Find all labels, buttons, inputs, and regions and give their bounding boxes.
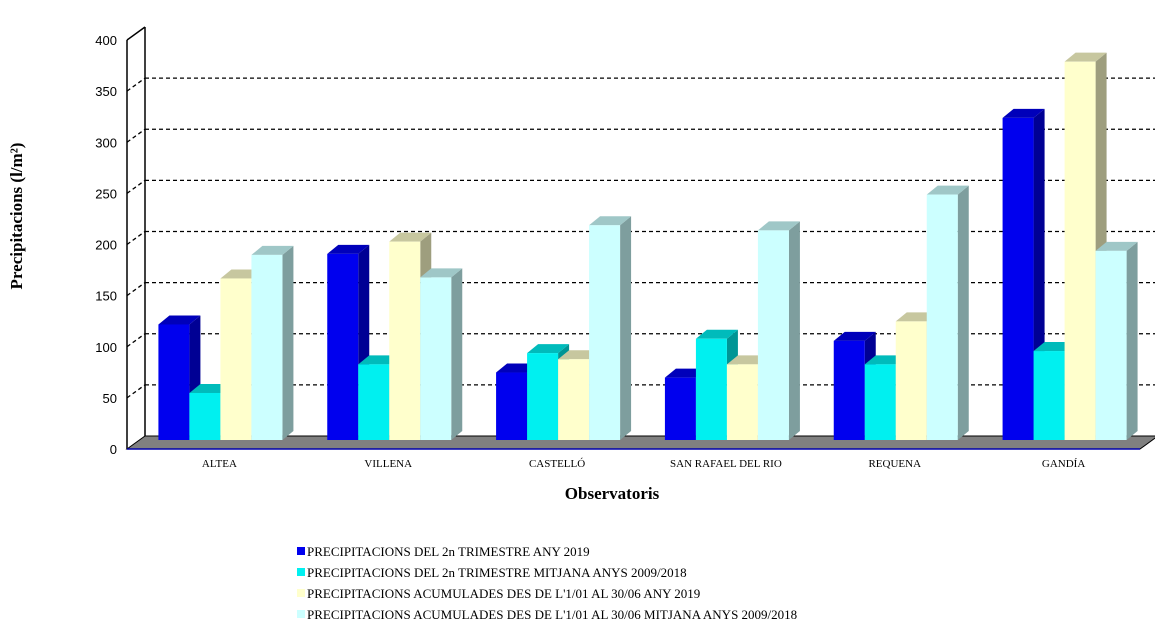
legend-swatch — [297, 610, 305, 618]
bar-top — [327, 244, 370, 254]
bar-front — [389, 241, 421, 440]
y-tick-label: 100 — [95, 340, 117, 355]
legend-item: PRECIPITACIONS ACUMULADES DES DE L'1/01 … — [297, 586, 700, 601]
bar-top — [926, 185, 969, 195]
chart-back-walls — [126, 26, 146, 436]
bar — [1095, 241, 1138, 440]
y-axis-label: Precipitacions (l/m²) — [7, 143, 26, 290]
x-tick-labels: ALTEA VILLENA CASTELLÓ SAN RAFAEL DEL RIO RE… — [202, 458, 1085, 470]
x-tick-label: VILLENA — [364, 458, 412, 470]
bar-side — [1126, 241, 1138, 440]
y-tick-label: 50 — [103, 391, 117, 406]
bars — [158, 52, 1138, 441]
bar-side — [282, 245, 294, 440]
bar-front — [189, 392, 221, 440]
bar — [158, 315, 201, 440]
gridline-side — [126, 282, 146, 297]
gridline-side — [126, 128, 146, 143]
legend-label: PRECIPITACIONS DEL 2n TRIMESTRE ANY 2019 — [307, 544, 590, 559]
bar-front — [895, 321, 927, 440]
legend-swatch — [297, 547, 305, 555]
bar-top — [420, 268, 463, 278]
bar-front — [158, 324, 190, 440]
side-wall-top-edge — [126, 26, 146, 41]
bar-front — [220, 278, 252, 440]
legend: PRECIPITACIONS DEL 2n TRIMESTRE ANY 2019… — [297, 544, 797, 622]
bar-top — [1095, 241, 1138, 251]
bar-front — [664, 377, 696, 440]
legend-label: PRECIPITACIONS ACUMULADES DES DE L'1/01 … — [307, 607, 797, 622]
bar-front — [726, 364, 758, 440]
bar-front — [327, 253, 359, 440]
gridline-side — [126, 77, 146, 92]
bar-front — [1033, 351, 1065, 440]
gridlines — [126, 77, 1155, 399]
bar-front — [527, 353, 559, 440]
x-axis-label: Observatoris — [565, 484, 660, 503]
bar-front — [1095, 250, 1127, 440]
bar-front — [589, 225, 621, 440]
y-tick-label: 300 — [95, 135, 117, 150]
legend-swatch — [297, 568, 305, 576]
bar-top — [1064, 52, 1107, 62]
y-tick-label: 400 — [95, 33, 117, 48]
y-tick-label: 0 — [110, 442, 117, 457]
x-tick-label: SAN RAFAEL DEL RIO — [670, 458, 782, 470]
gridline-side — [126, 384, 146, 399]
bar-top — [695, 329, 738, 339]
bar-front — [757, 230, 789, 440]
bar — [757, 221, 800, 440]
bar-side — [957, 185, 969, 440]
bar-front — [695, 338, 727, 440]
bar — [589, 216, 632, 440]
bar-top — [251, 245, 294, 255]
legend-label: PRECIPITACIONS ACUMULADES DES DE L'1/01 … — [307, 586, 700, 601]
y-tick-label: 200 — [95, 238, 117, 253]
bar-top — [757, 221, 800, 231]
legend-swatch — [297, 589, 305, 597]
bar-side — [451, 268, 463, 440]
legend-label: PRECIPITACIONS DEL 2n TRIMESTRE MITJANA … — [307, 565, 687, 580]
x-tick-label: ALTEA — [202, 458, 237, 470]
bar-top — [589, 216, 632, 226]
legend-item: PRECIPITACIONS DEL 2n TRIMESTRE MITJANA … — [297, 565, 687, 580]
bar-front — [864, 364, 896, 440]
bar-top — [527, 344, 570, 354]
bar-top — [389, 232, 432, 242]
gridline-side — [126, 333, 146, 348]
y-tick-label: 250 — [95, 186, 117, 201]
bar-top — [158, 315, 201, 325]
y-tick-label: 350 — [95, 84, 117, 99]
bar-front — [558, 359, 590, 440]
bar-side — [620, 216, 632, 440]
bar — [251, 245, 294, 440]
x-tick-label: GANDÍA — [1042, 458, 1085, 470]
bar-top — [833, 331, 876, 341]
bar-front — [833, 340, 865, 440]
bar-front — [1002, 117, 1034, 440]
bar-side — [788, 221, 800, 440]
legend-item: PRECIPITACIONS DEL 2n TRIMESTRE ANY 2019 — [297, 544, 590, 559]
bar-front — [420, 277, 452, 440]
x-tick-label: REQUENA — [868, 458, 921, 470]
bar — [420, 268, 463, 440]
bar-front — [251, 254, 283, 440]
x-tick-label: CASTELLÓ — [529, 458, 585, 470]
gridline-side — [126, 230, 146, 246]
bar-front — [496, 372, 528, 440]
bar — [926, 185, 969, 440]
y-tick-label: 150 — [95, 289, 117, 304]
bar-front — [926, 194, 958, 440]
bar — [695, 329, 738, 440]
y-tick-labels: 0 50 100 150 200 250 300 350 400 — [95, 33, 117, 457]
legend-item: PRECIPITACIONS ACUMULADES DES DE L'1/01 … — [297, 607, 797, 622]
bar-front — [358, 364, 390, 440]
gridline-side — [126, 179, 146, 194]
axes — [126, 40, 1140, 450]
bar-front — [1064, 61, 1096, 441]
bar-top — [1002, 108, 1045, 118]
